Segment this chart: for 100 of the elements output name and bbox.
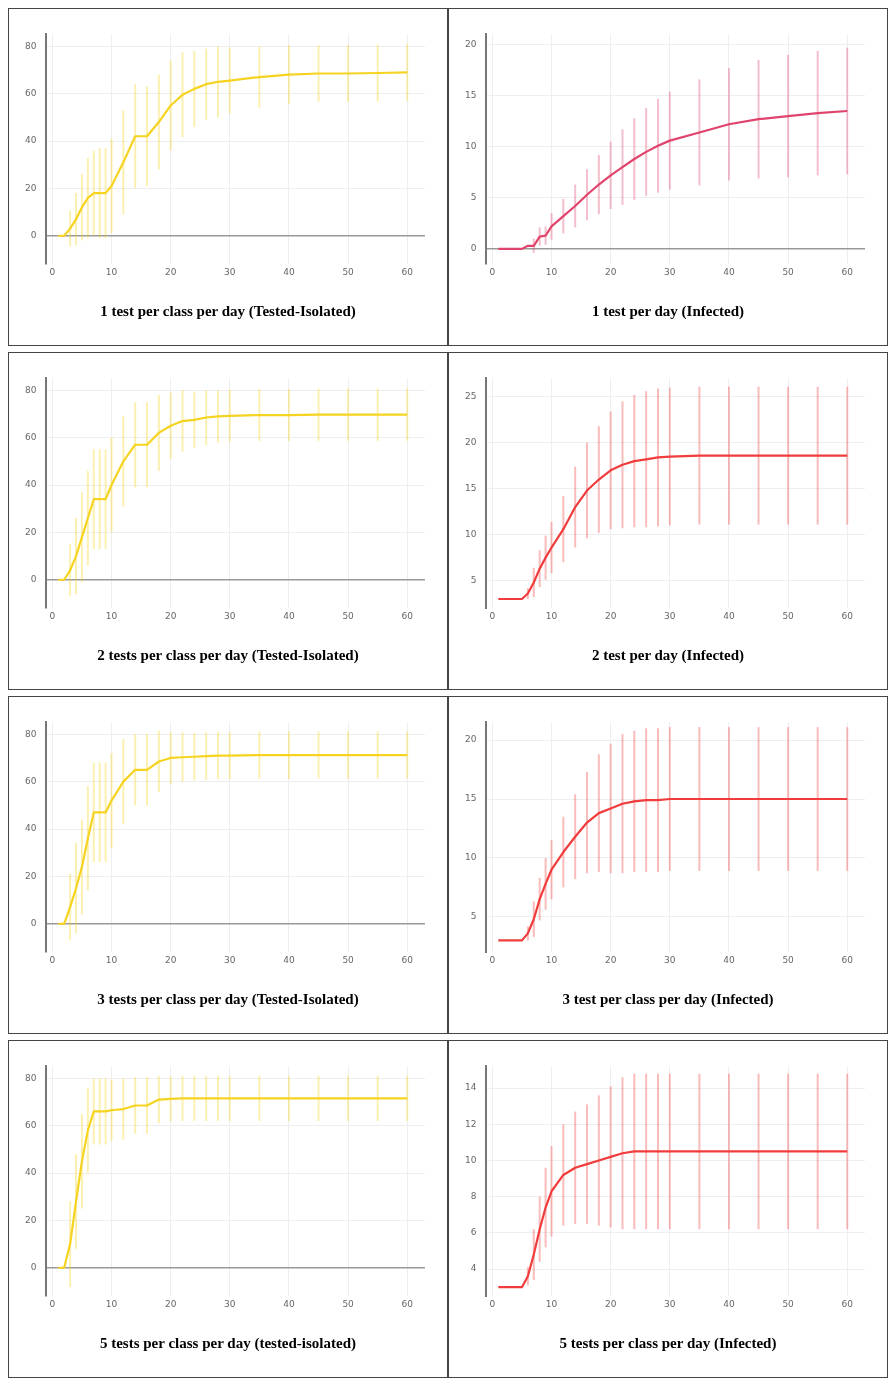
y-tick-label: 10 — [465, 529, 477, 540]
x-tick-label: 30 — [664, 610, 676, 621]
y-tick-label: 6 — [470, 1227, 477, 1238]
x-tick-label: 40 — [283, 266, 295, 277]
x-tick-label: 10 — [105, 610, 118, 621]
x-tick-label: 30 — [224, 266, 236, 277]
text: 1 test per class per day (Tested-Isolated) — [99, 303, 357, 320]
y-tick-label: 0 — [470, 243, 477, 254]
x-tick-label: 40 — [283, 1298, 295, 1309]
x-tick-label: 20 — [164, 266, 177, 277]
y-tick-label: 10 — [465, 1154, 477, 1165]
x-tick-label: 50 — [342, 1298, 355, 1309]
x-tick-label: 60 — [841, 610, 854, 621]
x-tick-label: 10 — [105, 266, 118, 277]
x-tick-label: 20 — [164, 610, 177, 621]
y-tick-label: 60 — [25, 1119, 37, 1130]
x-tick-label: 50 — [342, 266, 355, 277]
x-tick-label: 20 — [604, 610, 617, 621]
x-tick-label: 40 — [283, 610, 295, 621]
text: 5 tests per class per day (Infected) — [558, 1335, 778, 1352]
x-tick-label: 10 — [545, 954, 558, 965]
x-tick-label: 0 — [489, 610, 496, 621]
x-tick-label: 30 — [664, 954, 676, 965]
x-tick-label: 30 — [224, 954, 236, 965]
x-tick-label: 10 — [545, 266, 558, 277]
y-tick-label: 15 — [465, 90, 477, 101]
y-tick-label: 20 — [465, 734, 477, 745]
x-tick-label: 50 — [782, 954, 795, 965]
x-tick-label: 60 — [841, 1298, 854, 1309]
x-tick-label: 60 — [841, 954, 854, 965]
x-tick-label: 50 — [342, 610, 355, 621]
y-tick-label: 14 — [465, 1082, 477, 1093]
x-tick-label: 20 — [164, 1298, 177, 1309]
y-tick-label: 4 — [470, 1263, 477, 1274]
y-tick-label: 0 — [30, 918, 37, 929]
x-tick-label: 40 — [723, 1298, 735, 1309]
y-tick-label: 40 — [25, 479, 37, 490]
x-tick-label: 50 — [782, 1298, 795, 1309]
x-tick-label: 10 — [105, 954, 118, 965]
x-tick-label: 30 — [664, 1298, 676, 1309]
x-tick-label: 20 — [164, 954, 177, 965]
text: 3 test per class per day (Infected) — [561, 991, 775, 1008]
y-tick-label: 5 — [470, 911, 477, 922]
y-tick-label: 60 — [25, 431, 37, 442]
text: 2 test per day (Infected) — [590, 647, 746, 664]
x-tick-label: 60 — [401, 954, 414, 965]
x-tick-label: 50 — [342, 954, 355, 965]
y-tick-label: 80 — [25, 728, 37, 739]
x-tick-label: 40 — [283, 954, 295, 965]
y-tick-label: 20 — [465, 437, 477, 448]
x-tick-label: 40 — [723, 266, 735, 277]
x-tick-label: 40 — [723, 610, 735, 621]
y-tick-label: 60 — [25, 775, 37, 786]
x-tick-label: 0 — [489, 1298, 496, 1309]
x-tick-label: 20 — [604, 266, 617, 277]
y-tick-label: 25 — [465, 391, 477, 402]
x-tick-label: 10 — [105, 1298, 118, 1309]
y-tick-label: 10 — [465, 852, 477, 863]
text: 5 tests per class per day (tested-isolated) — [98, 1335, 358, 1352]
x-tick-label: 10 — [545, 610, 558, 621]
y-tick-label: 80 — [25, 384, 37, 395]
x-tick-label: 30 — [224, 1298, 236, 1309]
y-tick-label: 15 — [465, 793, 477, 804]
y-tick-label: 20 — [25, 182, 37, 193]
y-tick-label: 40 — [25, 135, 37, 146]
text: 1 test per day (Infected) — [590, 303, 746, 320]
y-tick-label: 0 — [30, 574, 37, 585]
y-tick-label: 0 — [30, 1262, 37, 1273]
y-tick-label: 12 — [465, 1118, 477, 1129]
x-tick-label: 0 — [49, 610, 56, 621]
y-tick-label: 15 — [465, 483, 477, 494]
x-tick-label: 60 — [401, 610, 414, 621]
y-tick-label: 80 — [25, 40, 37, 51]
x-tick-label: 0 — [49, 1298, 56, 1309]
x-tick-label: 0 — [49, 954, 56, 965]
x-tick-label: 60 — [841, 266, 854, 277]
y-tick-label: 5 — [470, 192, 477, 203]
y-tick-label: 5 — [470, 574, 477, 585]
x-tick-label: 0 — [49, 266, 56, 277]
y-tick-label: 40 — [25, 1167, 37, 1178]
y-tick-label: 20 — [25, 526, 37, 537]
y-tick-label: 80 — [25, 1072, 37, 1083]
x-tick-label: 60 — [401, 266, 414, 277]
text: 2 tests per class per day (Tested-Isolated) — [96, 647, 360, 664]
y-tick-label: 40 — [25, 823, 37, 834]
y-tick-label: 0 — [30, 230, 37, 241]
text: 3 tests per class per day (Tested-Isolated) — [96, 991, 360, 1008]
x-tick-label: 30 — [664, 266, 676, 277]
x-tick-label: 60 — [401, 1298, 414, 1309]
y-tick-label: 60 — [25, 87, 37, 98]
y-tick-label: 8 — [470, 1191, 477, 1202]
x-tick-label: 0 — [489, 954, 496, 965]
x-tick-label: 10 — [545, 1298, 558, 1309]
x-tick-label: 20 — [604, 954, 617, 965]
x-tick-label: 30 — [224, 610, 236, 621]
y-tick-label: 20 — [465, 38, 477, 49]
y-tick-label: 10 — [465, 141, 477, 152]
x-tick-label: 50 — [782, 610, 795, 621]
x-tick-label: 40 — [723, 954, 735, 965]
x-tick-label: 50 — [782, 266, 795, 277]
